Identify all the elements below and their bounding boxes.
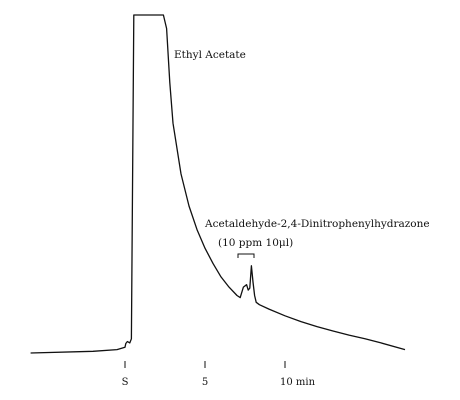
annotations: Ethyl Acetate Acetaldehyde-2,4-Dinitroph… bbox=[174, 49, 430, 258]
x-tick-label-1: 5 bbox=[202, 377, 208, 388]
annotation-acetaldehyde-dnph: Acetaldehyde-2,4-Dinitrophenylhydrazone bbox=[204, 218, 430, 230]
x-tick-label-2: 10 min bbox=[280, 377, 316, 388]
annotation-ethyl-acetate: Ethyl Acetate bbox=[174, 49, 246, 61]
x-axis-ticks: S 5 10 min bbox=[122, 361, 316, 388]
peak-bracket bbox=[237, 253, 255, 258]
x-tick-label-0: S bbox=[122, 377, 129, 388]
series-line-0 bbox=[30, 14, 406, 354]
plot-layer bbox=[30, 14, 406, 354]
annotation-concentration: (10 ppm 10μl) bbox=[218, 237, 293, 249]
